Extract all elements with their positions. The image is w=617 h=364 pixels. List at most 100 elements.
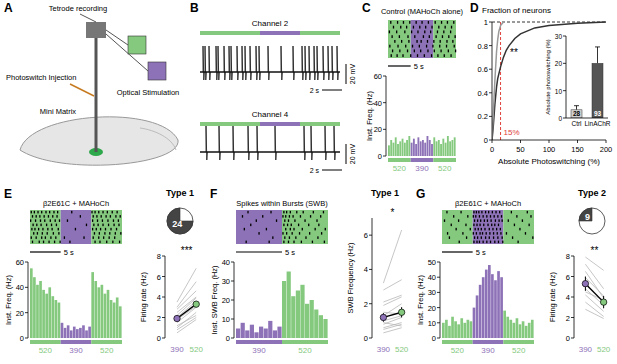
raster-spike — [450, 30, 451, 33]
hist-bar — [436, 141, 438, 156]
wavelength-label: 520 — [39, 346, 53, 355]
y-tick-label: 0 — [364, 334, 368, 343]
spike — [229, 46, 230, 80]
raster-spike — [467, 215, 468, 218]
raster-spike — [437, 30, 438, 33]
threshold-line — [500, 22, 501, 140]
raster-spike — [446, 40, 447, 43]
hist-bar — [76, 329, 79, 338]
hist-bar — [429, 140, 431, 156]
raster-spike — [481, 211, 482, 214]
raster-spike — [466, 236, 467, 239]
x-axis-label: Absolute Photoswitching (%) — [498, 157, 600, 166]
hist-bar — [454, 321, 457, 338]
trace-baseline — [200, 71, 340, 73]
raster-spike — [309, 232, 310, 235]
raster-spike — [478, 228, 479, 231]
pie-slice — [167, 208, 193, 234]
spike — [250, 46, 251, 80]
hist-bar — [79, 328, 82, 338]
y-tick — [369, 338, 372, 339]
hist-bar — [314, 310, 318, 339]
raster-spike — [59, 219, 60, 222]
spike — [304, 126, 305, 160]
raster-spike — [485, 211, 486, 214]
hist-bar — [404, 143, 406, 156]
neuron-pair — [383, 280, 401, 290]
raster-spike — [424, 30, 425, 33]
y-tick — [571, 317, 574, 318]
raster-spike — [116, 228, 117, 231]
hist-bar — [448, 326, 451, 338]
raster-spike — [116, 211, 117, 214]
bars — [388, 136, 456, 156]
y-tick-label: 0 — [558, 115, 562, 122]
hist-bar — [259, 327, 263, 338]
y-axis-label: Fraction of neurons — [482, 6, 551, 15]
x-tick-label: 390 — [377, 345, 391, 354]
raster-spike — [36, 215, 37, 218]
spike — [293, 46, 294, 80]
raster-spike — [283, 211, 284, 214]
raster-spike — [48, 215, 49, 218]
light-band — [411, 158, 434, 162]
raster-spike — [291, 224, 292, 227]
hist-bar — [503, 311, 506, 338]
panel-letter: C — [362, 1, 371, 15]
x-tick-label: 150 — [571, 145, 584, 154]
raster-spike — [477, 219, 478, 222]
trace-name: Channel 2 — [252, 19, 289, 28]
panel-letter: D — [470, 1, 479, 15]
spike — [311, 126, 312, 160]
raster-spike — [442, 35, 443, 38]
hist-bar — [447, 136, 449, 156]
hist-bar — [39, 281, 42, 338]
hist-bar — [250, 325, 254, 338]
mean-marker — [380, 314, 386, 320]
y-tick — [563, 36, 566, 37]
raster-spike — [490, 219, 491, 222]
hist-bar — [445, 320, 448, 338]
y-tick — [489, 69, 492, 70]
y-tick-label: 4 — [364, 265, 368, 274]
raster-spike — [492, 211, 493, 214]
mean-marker — [174, 315, 180, 321]
wire — [80, 14, 96, 22]
raster-epoch — [91, 210, 122, 244]
hist-bar — [460, 318, 463, 338]
raster-spike — [71, 211, 72, 214]
raster-spike — [477, 236, 478, 239]
raster-spike — [496, 228, 497, 231]
raster-spike — [256, 219, 257, 222]
raster-spike — [94, 211, 95, 214]
raster-spike — [453, 215, 454, 218]
raster-spike — [118, 224, 119, 227]
raster-spike — [392, 49, 393, 52]
raster-spike — [493, 232, 494, 235]
hist-bar — [85, 330, 88, 338]
significance: *** — [181, 245, 193, 256]
raster-spike — [33, 232, 34, 235]
significance: ** — [510, 47, 518, 58]
raster-spike — [31, 236, 32, 239]
scale-label: 5 s — [476, 248, 486, 257]
raster-spike — [43, 241, 44, 244]
y-tick — [437, 322, 440, 323]
raster-spike — [55, 236, 56, 239]
raster-spike — [447, 21, 448, 24]
raster-spike — [276, 219, 277, 222]
spike — [245, 46, 246, 80]
y-tick-label: 10 — [222, 315, 230, 324]
raster-spike — [47, 232, 48, 235]
raster-spike — [391, 54, 392, 57]
raster-spike — [114, 236, 115, 239]
raster-spike — [401, 40, 402, 43]
panel-header: Type 2 — [578, 188, 606, 198]
raster-spike — [58, 228, 59, 231]
raster-spike — [50, 219, 51, 222]
y-tick-label: 6 — [566, 273, 570, 282]
raster-spike — [96, 228, 97, 231]
light-band — [388, 158, 411, 162]
mean-marker — [600, 299, 606, 305]
y-axis-label: Inst. Freq. (Hz) — [416, 274, 425, 325]
